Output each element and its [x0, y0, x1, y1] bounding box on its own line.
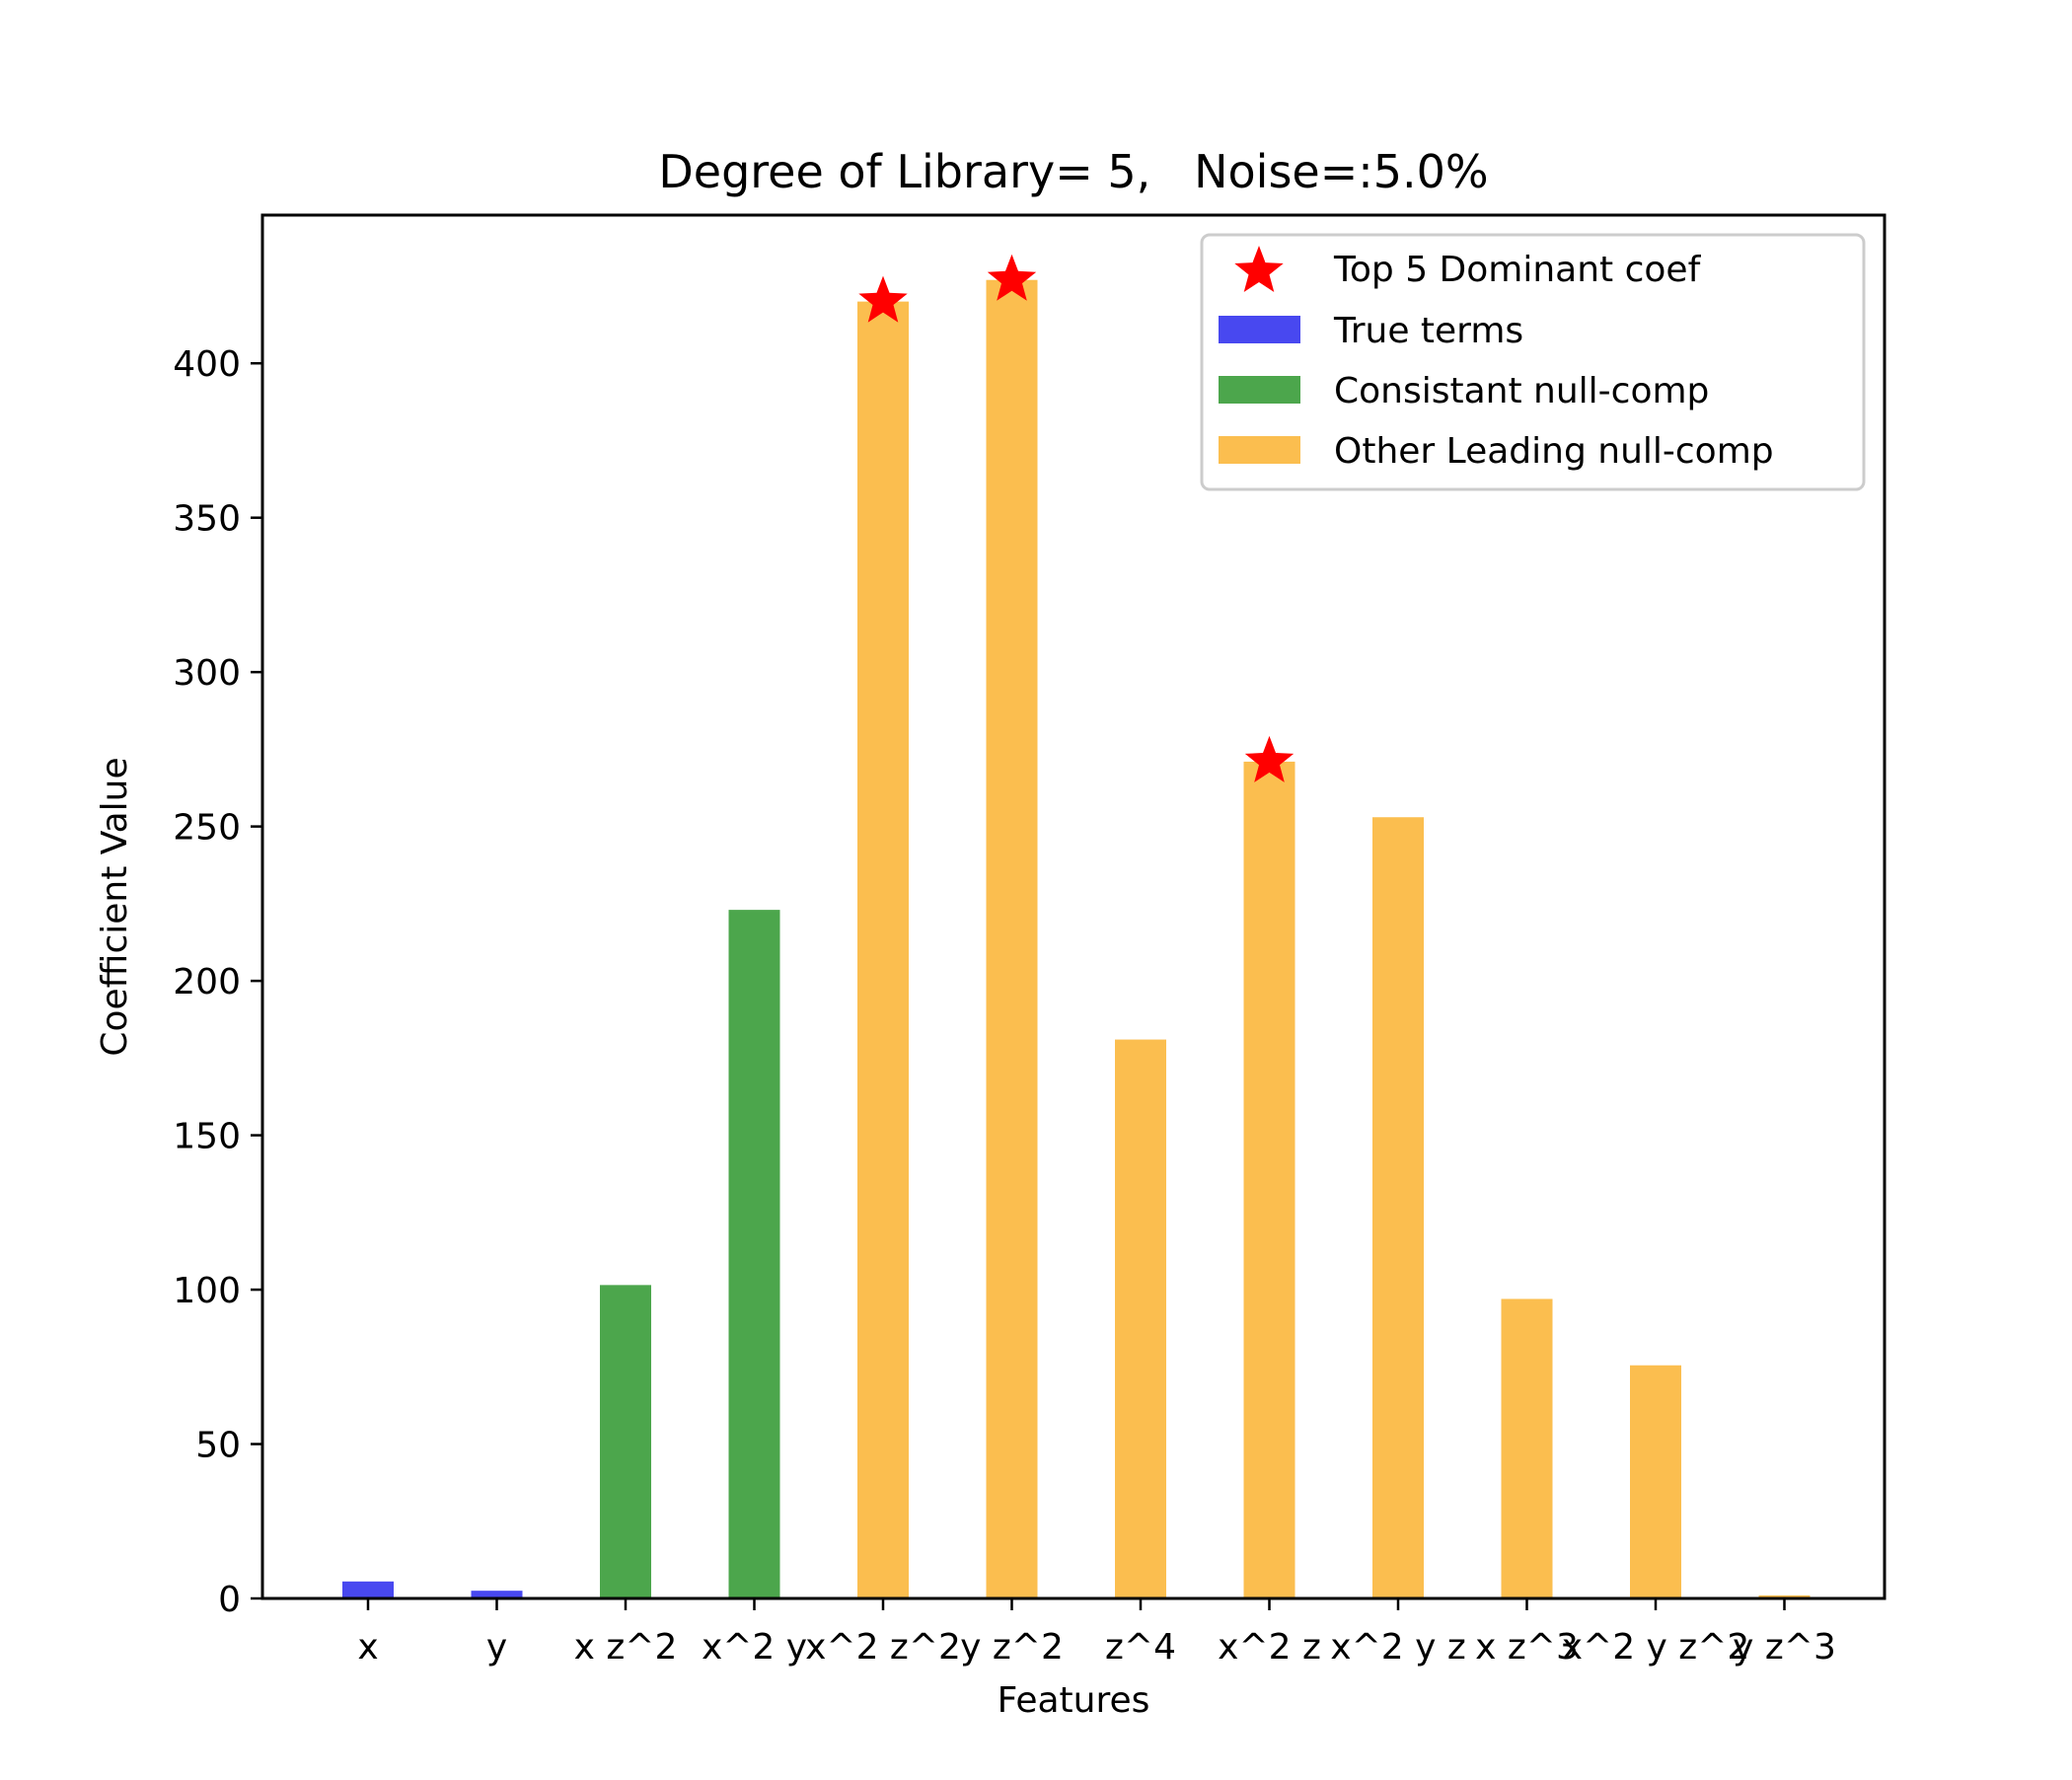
x-tick-label: x^2 y z: [1330, 1627, 1465, 1668]
bar-x-2-y-z-series-2: [1372, 817, 1424, 1598]
legend-label-consistant: Consistant null-comp: [1334, 371, 1709, 411]
y-tick-label: 350: [173, 499, 241, 540]
y-tick-label: 200: [173, 962, 241, 1002]
y-tick-label: 250: [173, 808, 241, 849]
bar-y-z-2-series-2: [986, 279, 1038, 1598]
x-tick-label: y: [486, 1627, 507, 1668]
x-tick-label: x^2 y: [702, 1627, 807, 1668]
y-tick-label: 50: [195, 1426, 241, 1466]
bars-layer: [342, 279, 1811, 1598]
top-coef-star-marker: [987, 254, 1037, 301]
legend-label-top5: Top 5 Dominant coef: [1333, 250, 1702, 290]
bar-x-2-z-series-2: [1243, 761, 1295, 1598]
legend-swatch-true-terms: [1219, 316, 1300, 343]
x-tick-label: x: [357, 1627, 378, 1668]
legend-swatch-consistant: [1219, 376, 1300, 404]
x-tick-label: x^2 y z^2: [1562, 1627, 1750, 1668]
y-tick-label: 400: [173, 344, 241, 385]
x-axis-label: Features: [998, 1680, 1150, 1721]
x-tick-label: y z^2: [960, 1627, 1064, 1668]
legend-star-marker: [1234, 246, 1284, 292]
y-tick-label: 100: [173, 1271, 241, 1311]
y-tick-label: 300: [173, 653, 241, 694]
bar-x-z-3-series-2: [1501, 1298, 1553, 1598]
x-tick-label: z^4: [1105, 1627, 1176, 1668]
bar-x-2-z-2-series-2: [857, 301, 909, 1598]
bar-y-z-3-series-2: [1758, 1595, 1811, 1598]
bar-z-4-series-2: [1115, 1039, 1166, 1598]
y-tick-label: 0: [218, 1580, 241, 1620]
bar-x-series-0: [342, 1581, 394, 1598]
y-axis-label: Coefficient Value: [95, 757, 135, 1056]
legend-frame: [1200, 233, 1866, 491]
y-axis: 0 50 100 150 200 250 300 350 400: [173, 344, 262, 1620]
chart-title: Degree of Library= 5, Noise=:5.0%: [658, 145, 1488, 198]
x-tick-label: x^2 z^2: [805, 1627, 961, 1668]
x-tick-label: x z^2: [574, 1627, 678, 1668]
markers-layer: [858, 254, 1295, 782]
top-coef-star-marker: [1244, 735, 1295, 782]
bar-y-series-0: [471, 1591, 523, 1598]
axes-frame: [260, 213, 1887, 1600]
x-tick-label: x^2 z: [1218, 1627, 1321, 1668]
x-tick-label: y z^3: [1733, 1627, 1836, 1668]
legend-label-true-terms: True terms: [1333, 311, 1523, 351]
legend-label-other-leading: Other Leading null-comp: [1334, 431, 1774, 472]
y-tick-label: 150: [173, 1117, 241, 1157]
legend: Top 5 Dominant coef True terms Consistan…: [1200, 233, 1866, 491]
legend-swatch-other-leading: [1219, 436, 1300, 464]
top-coef-star-marker: [858, 275, 908, 323]
bar-x-2-y-series-1: [728, 910, 780, 1598]
bar-x-2-y-z-2-series-2: [1630, 1365, 1681, 1598]
x-tick-label: x z^3: [1475, 1627, 1579, 1668]
bar-x-z-2-series-1: [600, 1285, 651, 1598]
